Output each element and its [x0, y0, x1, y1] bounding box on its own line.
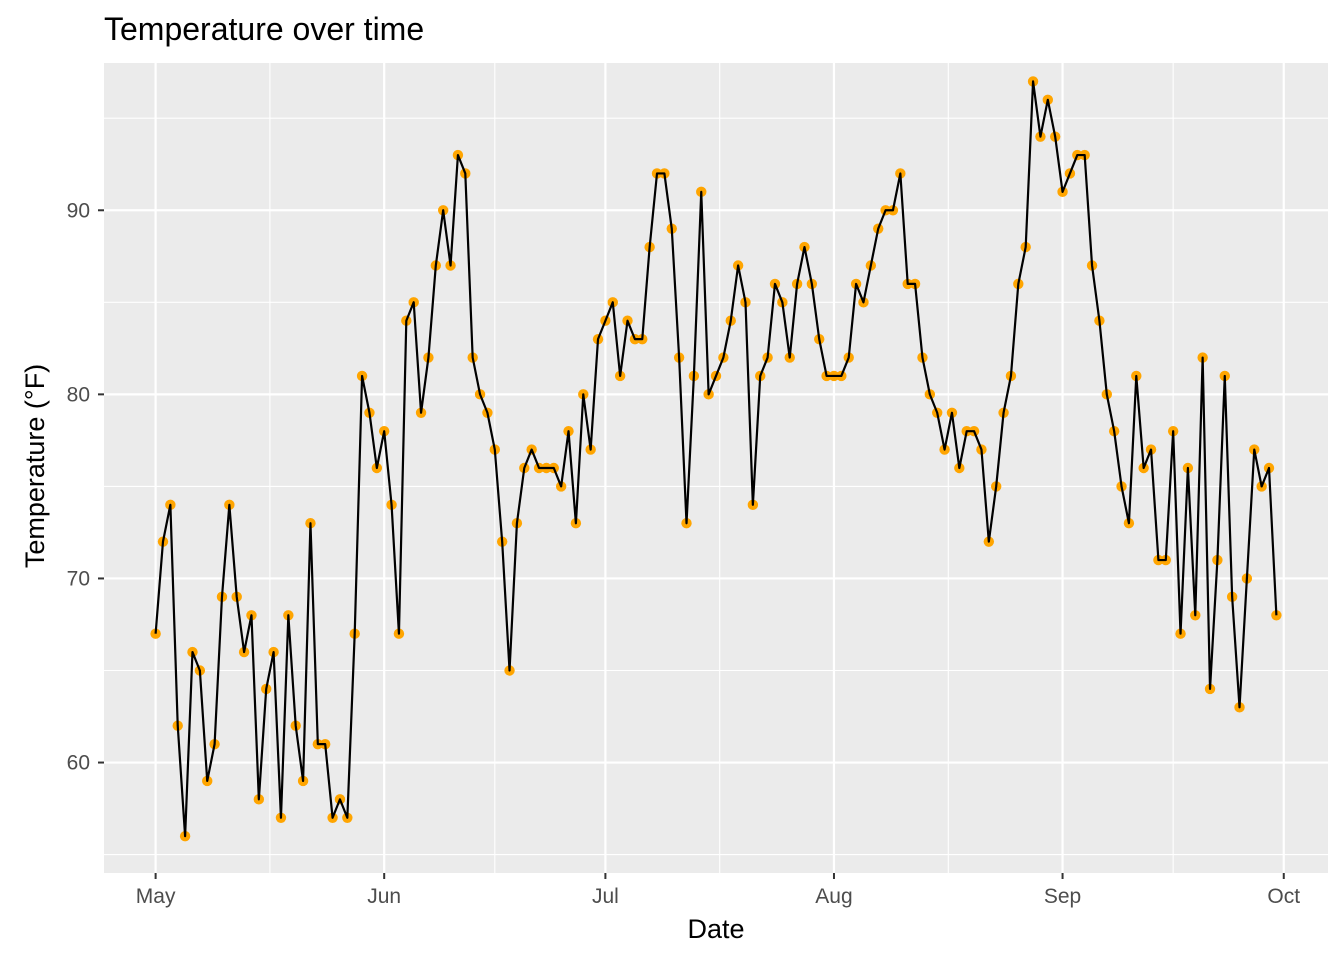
series-layer — [150, 76, 1282, 842]
minor-gridlines — [104, 63, 1328, 873]
x-tick-label: Jun — [367, 885, 401, 908]
x-tick-label: Jul — [592, 885, 619, 908]
chart-title: Temperature over time — [104, 11, 424, 47]
data-point — [1271, 610, 1282, 621]
y-axis-title: Temperature (°F) — [20, 364, 50, 568]
axes-layer: May Jun Jul Aug Sep Oct 60 70 80 90 — [67, 199, 1301, 908]
y-tick-label: 80 — [67, 383, 90, 406]
y-tick-label: 70 — [67, 567, 90, 590]
series-line — [154, 80, 1278, 838]
x-tick-label: May — [136, 885, 176, 908]
x-tick-label: Aug — [815, 885, 852, 908]
plot-panel — [104, 63, 1328, 873]
x-tick-label: Oct — [1267, 885, 1300, 908]
x-tick-label: Sep — [1044, 885, 1081, 908]
y-tick-label: 90 — [67, 199, 90, 222]
x-axis-title: Date — [687, 914, 744, 944]
y-tick-label: 60 — [67, 752, 90, 775]
